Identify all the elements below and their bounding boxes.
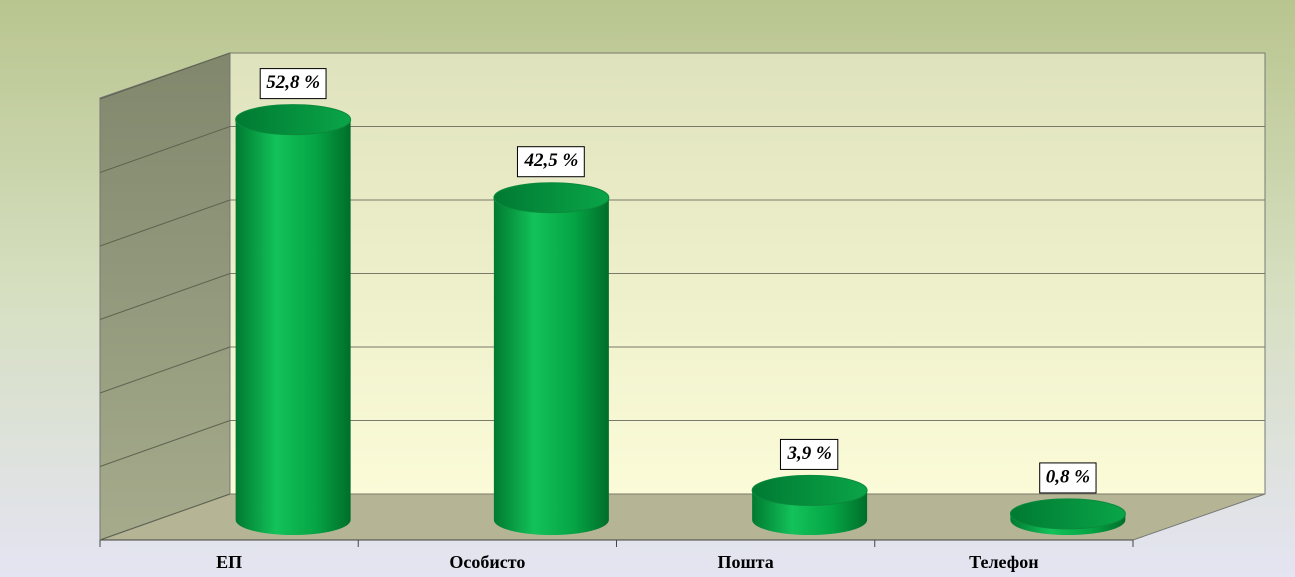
x-tick-label: Телефон	[969, 552, 1038, 572]
x-tick-label: Пошта	[717, 552, 773, 572]
side-grid-line	[99, 273, 231, 320]
side-grid-line	[99, 126, 231, 173]
value-label-box	[779, 438, 839, 470]
bar-top	[1009, 498, 1126, 530]
side-grid-line	[99, 346, 231, 394]
side-grid-line	[99, 52, 231, 100]
value-label: 42,5 %	[523, 150, 578, 171]
bar-top	[235, 104, 352, 136]
x-tick-label: Особисто	[449, 552, 525, 572]
value-label: 3,9 %	[786, 443, 831, 464]
x-tick-label: ЕП	[216, 552, 242, 572]
side-grid-line	[99, 420, 231, 467]
value-label-box	[516, 146, 585, 178]
bar	[493, 197, 609, 536]
value-label: 0,8 %	[1046, 466, 1090, 487]
side-grid-line	[99, 199, 231, 247]
value-label-box	[1039, 462, 1097, 494]
bar-top	[751, 474, 868, 506]
value-label-box	[259, 68, 327, 100]
value-label: 52,8 %	[266, 72, 320, 93]
bar-top	[493, 182, 610, 214]
bar	[235, 119, 351, 535]
side-grid-line	[99, 493, 231, 541]
